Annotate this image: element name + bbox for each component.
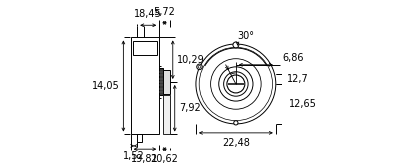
Text: 7,92: 7,92 — [179, 103, 201, 113]
Circle shape — [197, 64, 202, 70]
Text: 22,48: 22,48 — [222, 138, 250, 148]
Text: 30°: 30° — [238, 31, 254, 41]
Text: 19,81: 19,81 — [131, 154, 159, 164]
Bar — [163, 95, 170, 134]
Bar — [163, 70, 170, 94]
Bar — [159, 68, 163, 95]
Bar — [133, 41, 157, 55]
Text: 20,62: 20,62 — [151, 154, 178, 164]
Text: 18,45: 18,45 — [134, 9, 162, 19]
Bar — [137, 134, 142, 142]
Text: 14,05: 14,05 — [92, 81, 119, 91]
Text: 10,29: 10,29 — [177, 55, 205, 65]
Bar — [131, 38, 159, 134]
Circle shape — [233, 42, 239, 48]
Circle shape — [234, 121, 238, 125]
Text: 12,7: 12,7 — [287, 74, 309, 84]
Text: 5,72: 5,72 — [154, 7, 176, 17]
Text: 12,65: 12,65 — [289, 99, 317, 109]
Text: 1,52: 1,52 — [123, 151, 145, 161]
Text: 6,86: 6,86 — [282, 53, 304, 63]
